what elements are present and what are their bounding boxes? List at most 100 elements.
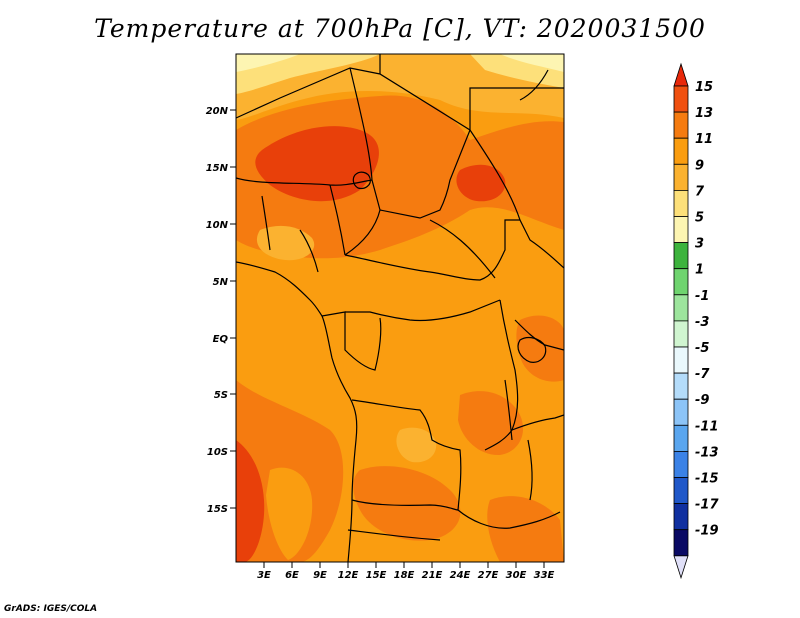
colorbar-swatch — [673, 268, 689, 296]
y-tick-label: 5N — [213, 277, 229, 288]
field-north-palest-2 — [500, 54, 564, 72]
border-namibia — [347, 529, 441, 541]
lake-malawi — [527, 439, 533, 501]
colorbar-level-label: 15 — [695, 80, 713, 95]
field-southwest-inner — [266, 467, 313, 560]
colorbar-level-label: -7 — [695, 367, 710, 382]
y-tick-label: 20N — [206, 106, 229, 117]
y-tick-label: 5S — [214, 390, 228, 401]
border-angola-zambia — [351, 499, 459, 511]
x-tick-label: 12E — [338, 570, 359, 581]
x-axis-ticks — [263, 562, 545, 568]
red-sea-coast — [519, 69, 549, 101]
border-drc-angola — [351, 399, 462, 511]
field-north-palest — [236, 54, 300, 72]
border-chad — [344, 67, 381, 256]
x-tick-label: 15E — [366, 570, 387, 581]
colorbar-swatch — [673, 372, 689, 400]
field-sahel-hot-2 — [456, 164, 506, 202]
grads-credit: GrADS: IGES/COLA — [4, 604, 98, 614]
y-tick-label: 15N — [206, 163, 229, 174]
colorbar-swatch — [673, 477, 689, 505]
colorbar-swatch — [673, 216, 689, 244]
temperature-field — [236, 54, 564, 562]
colorbar-level-label: -5 — [695, 341, 709, 356]
field-south-cool — [396, 427, 437, 463]
field-se-warm — [487, 496, 564, 562]
y-axis-labels: 20N 15N 10N 5N EQ 5S 10S 15S — [206, 106, 229, 515]
colorbar-swatch — [673, 529, 689, 557]
colorbar-swatch — [673, 450, 689, 478]
colorbar-level-label: -19 — [695, 524, 719, 539]
colorbar-swatch — [673, 137, 689, 165]
colorbar-level-label: 1 — [695, 263, 704, 278]
colorbar-swatch — [673, 503, 689, 531]
colorbar-swatch — [673, 294, 689, 322]
field-south-warm — [353, 466, 461, 541]
y-tick-label: 10S — [207, 447, 228, 458]
colorbar-level-label: 9 — [695, 158, 704, 173]
field-east-warm — [458, 391, 524, 456]
x-tick-label: 18E — [394, 570, 415, 581]
y-tick-label: EQ — [213, 334, 229, 345]
x-tick-label: 27E — [478, 570, 499, 581]
colorbar-swatch — [673, 398, 689, 426]
y-axis-ticks — [230, 109, 236, 509]
y-tick-label: 15S — [207, 504, 228, 515]
colorbar-bottom-arrow — [673, 555, 689, 580]
border-sudan — [379, 129, 471, 219]
border-drc-east — [484, 299, 519, 451]
border-cameroon-chad — [329, 184, 346, 256]
coastline-west-africa — [236, 261, 358, 562]
field-southwest-hot — [236, 440, 265, 562]
colorbar-level-label: 7 — [695, 184, 705, 199]
colorbar-swatch — [673, 242, 689, 270]
border-congo-drc — [345, 299, 501, 322]
border-south-sudan — [429, 219, 496, 279]
x-tick-label: 30E — [506, 570, 527, 581]
x-axis-labels: 3E 6E 9E 12E 15E 18E 21E 24E 27E 30E 33E — [257, 570, 554, 581]
country-boundaries — [236, 54, 564, 562]
colorbar-level-label: 13 — [695, 106, 713, 121]
colorbar-level-label: 3 — [695, 237, 704, 252]
colorbar-level-label: -9 — [695, 393, 709, 408]
border-nigeria-cameroon — [299, 229, 319, 273]
x-tick-label: 3E — [257, 570, 271, 581]
colorbar-level-label: -3 — [695, 315, 709, 330]
x-tick-label: 33E — [534, 570, 555, 581]
field-sahel-hot — [255, 126, 379, 202]
border-west-interior — [261, 195, 271, 251]
x-tick-label: 21E — [422, 570, 443, 581]
x-tick-label: 24E — [450, 570, 471, 581]
colorbar-swatch — [673, 346, 689, 374]
lake-tanganyika — [504, 379, 513, 441]
colorbar-swatch — [673, 320, 689, 348]
lake-victoria — [517, 336, 547, 363]
border-zambia-south — [457, 509, 561, 529]
colorbar-level-label: 11 — [695, 132, 713, 147]
colorbar-level-label: -1 — [695, 289, 709, 304]
field-central-cool — [256, 225, 315, 261]
field-north-pale — [236, 54, 380, 94]
colorbar-swatch — [673, 163, 689, 191]
border-niger-nigeria — [236, 177, 373, 186]
colorbar-swatch — [673, 189, 689, 217]
x-tick-label: 9E — [313, 570, 327, 581]
border-car — [344, 219, 520, 281]
colorbar: 15 13 11 9 7 5 3 1 -1 -3 -5 -7 -9 -11 -13 -15 -17 -19 — [673, 62, 719, 580]
border-tanzania — [511, 414, 564, 431]
colorbar-level-label: -17 — [695, 498, 719, 513]
colorbar-level-label: -15 — [695, 472, 719, 487]
colorbar-swatch — [673, 424, 689, 452]
colorbar-level-label: -13 — [695, 445, 719, 460]
border-ethiopia — [469, 129, 564, 269]
lake-chad — [352, 171, 371, 190]
x-tick-label: 6E — [285, 570, 299, 581]
border-gabon-congo — [321, 311, 382, 371]
colorbar-level-label: 5 — [695, 211, 704, 226]
y-tick-label: 10N — [206, 220, 229, 231]
colorbar-top-arrow — [673, 62, 689, 87]
map-frame — [235, 53, 565, 563]
colorbar-swatch — [673, 85, 689, 113]
